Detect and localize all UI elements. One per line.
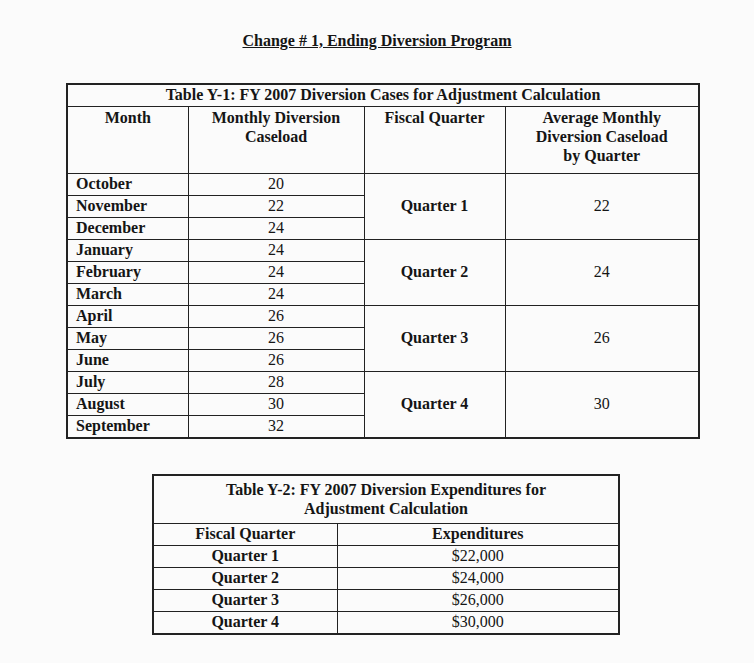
table-y1-col-header-caseload-label: Monthly Diversion Caseload bbox=[206, 109, 346, 147]
average-cell: 30 bbox=[505, 371, 699, 437]
month-cell: October bbox=[67, 173, 188, 195]
expenditures-cell: $22,000 bbox=[337, 546, 619, 568]
caseload-cell: 20 bbox=[188, 173, 364, 195]
table-row: Quarter 3 $26,000 bbox=[153, 590, 619, 612]
table-y2: Table Y-2: FY 2007 Diversion Expenditure… bbox=[152, 474, 620, 635]
table-y1-col-header-month: Month bbox=[67, 106, 188, 173]
table-row: Quarter 4 $30,000 bbox=[153, 612, 619, 634]
quarter-cell: Quarter 1 bbox=[364, 173, 505, 239]
table-y2-col-header-expenditures: Expenditures bbox=[337, 524, 619, 546]
caseload-cell: 26 bbox=[188, 327, 364, 349]
quarter-cell: Quarter 2 bbox=[364, 239, 505, 305]
quarter-cell: Quarter 4 bbox=[364, 371, 505, 437]
caseload-cell: 26 bbox=[188, 349, 364, 371]
table-y2-title: Table Y-2: FY 2007 Diversion Expenditure… bbox=[153, 475, 619, 524]
table-row: July 28 Quarter 4 30 bbox=[67, 371, 699, 393]
caseload-cell: 22 bbox=[188, 195, 364, 217]
table-row: Quarter 1 $22,000 bbox=[153, 546, 619, 568]
caseload-cell: 24 bbox=[188, 217, 364, 239]
caseload-cell: 24 bbox=[188, 239, 364, 261]
caseload-cell: 32 bbox=[188, 415, 364, 437]
caseload-cell: 24 bbox=[188, 283, 364, 305]
table-row: Quarter 2 $24,000 bbox=[153, 568, 619, 590]
table-y2-title-label: Table Y-2: FY 2007 Diversion Expenditure… bbox=[191, 481, 581, 519]
month-cell: September bbox=[67, 415, 188, 437]
average-cell: 22 bbox=[505, 173, 699, 239]
table-y1-col-header-quarter: Fiscal Quarter bbox=[364, 106, 505, 173]
caseload-cell: 28 bbox=[188, 371, 364, 393]
fiscal-quarter-cell: Quarter 2 bbox=[153, 568, 337, 590]
table-y1-title-row: Table Y-1: FY 2007 Diversion Cases for A… bbox=[67, 84, 699, 106]
table-y1-header-row: Month Monthly Diversion Caseload Fiscal … bbox=[67, 106, 699, 173]
average-cell: 26 bbox=[505, 305, 699, 371]
month-cell: August bbox=[67, 393, 188, 415]
table-y1-title: Table Y-1: FY 2007 Diversion Cases for A… bbox=[67, 84, 699, 106]
expenditures-cell: $24,000 bbox=[337, 568, 619, 590]
table-y1: Table Y-1: FY 2007 Diversion Cases for A… bbox=[66, 83, 700, 439]
expenditures-cell: $30,000 bbox=[337, 612, 619, 634]
expenditures-cell: $26,000 bbox=[337, 590, 619, 612]
month-cell: February bbox=[67, 261, 188, 283]
month-cell: November bbox=[67, 195, 188, 217]
document-page: Change # 1, Ending Diversion Program Tab… bbox=[0, 0, 754, 663]
fiscal-quarter-cell: Quarter 4 bbox=[153, 612, 337, 634]
caseload-cell: 24 bbox=[188, 261, 364, 283]
table-y1-col-header-average-label: Average Monthly Diversion Caseload by Qu… bbox=[532, 109, 672, 166]
caseload-cell: 26 bbox=[188, 305, 364, 327]
month-cell: May bbox=[67, 327, 188, 349]
month-cell: March bbox=[67, 283, 188, 305]
table-y2-title-row: Table Y-2: FY 2007 Diversion Expenditure… bbox=[153, 475, 619, 524]
table-row: April 26 Quarter 3 26 bbox=[67, 305, 699, 327]
table-y2-col-header-quarter: Fiscal Quarter bbox=[153, 524, 337, 546]
month-cell: July bbox=[67, 371, 188, 393]
table-y1-col-header-caseload: Monthly Diversion Caseload bbox=[188, 106, 364, 173]
table-row: January 24 Quarter 2 24 bbox=[67, 239, 699, 261]
table-y2-header-row: Fiscal Quarter Expenditures bbox=[153, 524, 619, 546]
month-cell: January bbox=[67, 239, 188, 261]
month-cell: June bbox=[67, 349, 188, 371]
fiscal-quarter-cell: Quarter 3 bbox=[153, 590, 337, 612]
table-row: October 20 Quarter 1 22 bbox=[67, 173, 699, 195]
average-cell: 24 bbox=[505, 239, 699, 305]
month-cell: April bbox=[67, 305, 188, 327]
quarter-cell: Quarter 3 bbox=[364, 305, 505, 371]
month-cell: December bbox=[67, 217, 188, 239]
caseload-cell: 30 bbox=[188, 393, 364, 415]
document-title: Change # 1, Ending Diversion Program bbox=[0, 0, 754, 51]
fiscal-quarter-cell: Quarter 1 bbox=[153, 546, 337, 568]
table-y1-col-header-average: Average Monthly Diversion Caseload by Qu… bbox=[505, 106, 699, 173]
